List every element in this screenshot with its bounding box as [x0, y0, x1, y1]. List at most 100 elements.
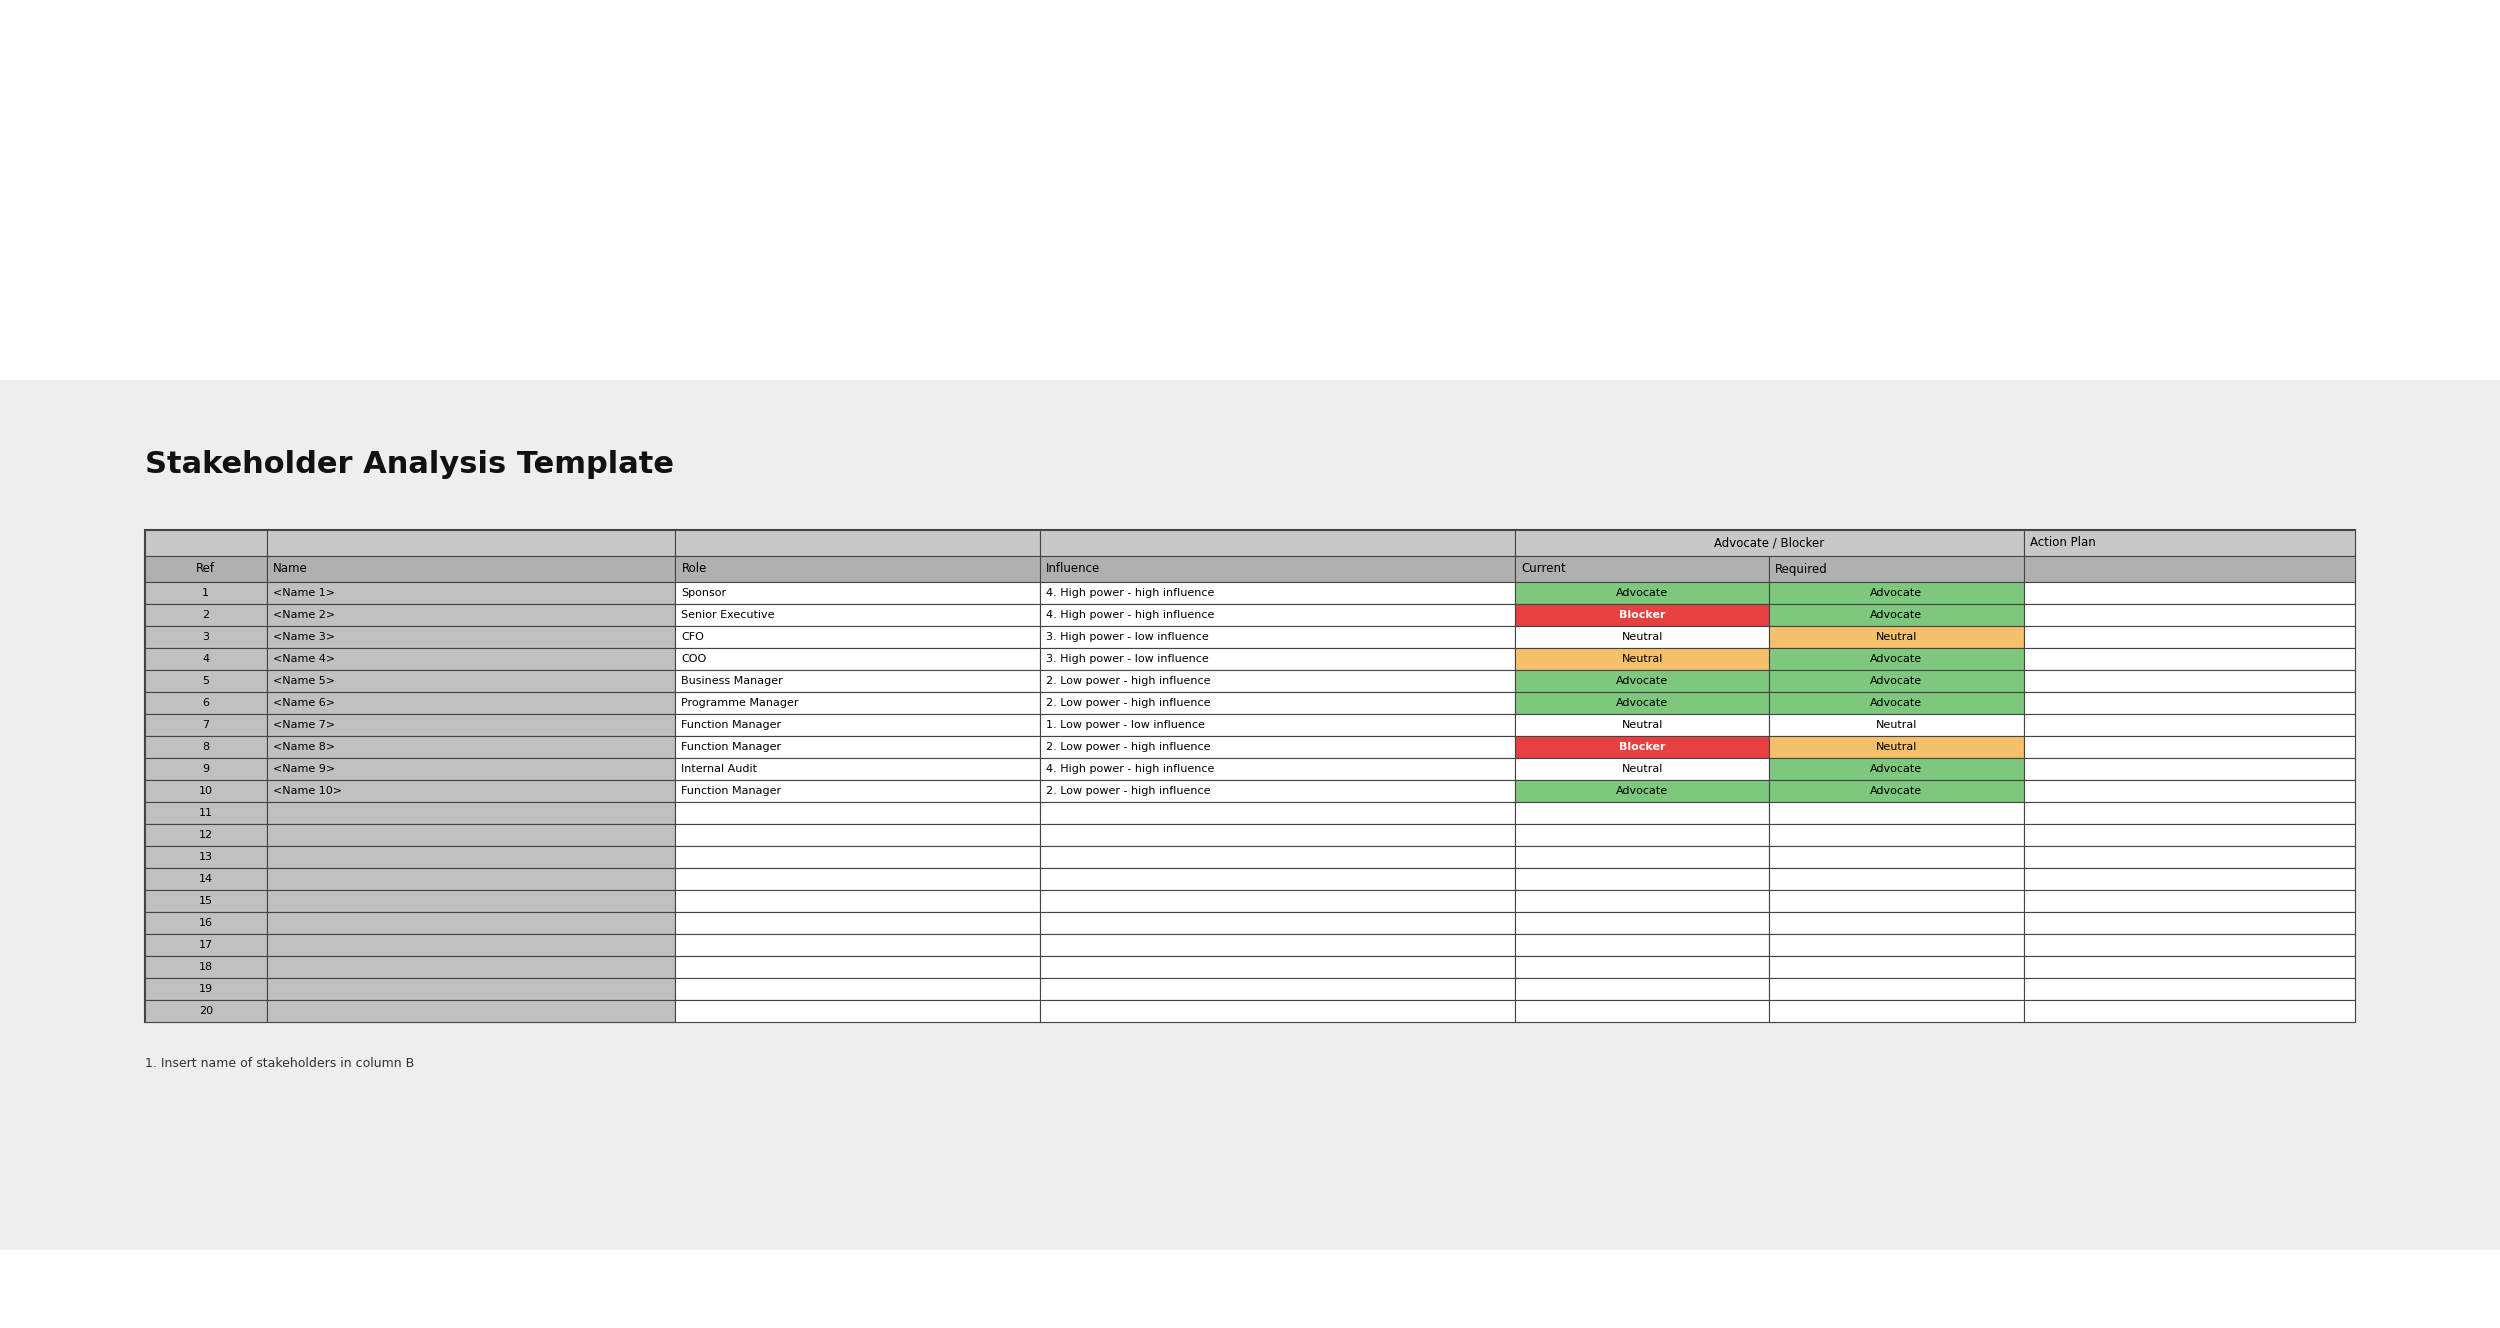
- Bar: [1040, 582, 1515, 604]
- Bar: [268, 625, 675, 648]
- Bar: [268, 1000, 675, 1023]
- Bar: [2023, 956, 2355, 977]
- Text: 4. High power - high influence: 4. High power - high influence: [1045, 764, 1215, 774]
- Bar: [268, 802, 675, 823]
- Text: Ref: Ref: [198, 563, 215, 575]
- Bar: [145, 780, 268, 802]
- Bar: [2023, 1000, 2355, 1023]
- Bar: [675, 869, 1040, 890]
- Bar: [675, 780, 1040, 802]
- Text: 6: 6: [202, 699, 210, 708]
- Bar: [1515, 692, 1770, 714]
- Text: 11: 11: [200, 807, 212, 818]
- Bar: [2023, 736, 2355, 758]
- Text: <Name 1>: <Name 1>: [272, 588, 335, 598]
- Bar: [675, 823, 1040, 846]
- Bar: [1040, 890, 1515, 912]
- Bar: [145, 556, 268, 582]
- Text: Advocate / Blocker: Advocate / Blocker: [1715, 537, 1825, 550]
- Text: Current: Current: [1520, 563, 1565, 575]
- Bar: [1770, 556, 2023, 582]
- Bar: [268, 671, 675, 692]
- Text: Advocate: Advocate: [1615, 588, 1668, 598]
- Text: COO: COO: [682, 653, 707, 664]
- Bar: [1770, 912, 2023, 934]
- Text: Advocate: Advocate: [1870, 610, 1922, 620]
- Text: Function Manager: Function Manager: [682, 720, 782, 730]
- Text: 2: 2: [202, 610, 210, 620]
- Bar: [2023, 556, 2355, 582]
- Bar: [675, 736, 1040, 758]
- Bar: [268, 530, 675, 556]
- Bar: [1770, 846, 2023, 869]
- Text: <Name 6>: <Name 6>: [272, 699, 335, 708]
- Bar: [1770, 802, 2023, 823]
- Bar: [268, 846, 675, 869]
- Bar: [1040, 934, 1515, 956]
- Bar: [145, 869, 268, 890]
- Bar: [145, 582, 268, 604]
- Bar: [268, 780, 675, 802]
- Bar: [675, 714, 1040, 736]
- Bar: [145, 802, 268, 823]
- Text: Stakeholder Analysis Template: Stakeholder Analysis Template: [145, 450, 675, 479]
- Bar: [1770, 671, 2023, 692]
- Text: Action Plan: Action Plan: [2030, 537, 2095, 550]
- Text: 2. Low power - high influence: 2. Low power - high influence: [1045, 699, 1210, 708]
- Bar: [2023, 604, 2355, 625]
- Text: Advocate: Advocate: [1615, 676, 1668, 687]
- Bar: [1770, 890, 2023, 912]
- Text: Neutral: Neutral: [1622, 632, 1662, 641]
- Bar: [1770, 648, 2023, 671]
- Text: Blocker: Blocker: [1620, 742, 1665, 752]
- Text: 1. Insert name of stakeholders in column B: 1. Insert name of stakeholders in column…: [145, 1057, 415, 1070]
- Text: Senior Executive: Senior Executive: [682, 610, 775, 620]
- Text: 1. Low power - low influence: 1. Low power - low influence: [1045, 720, 1205, 730]
- Text: 7: 7: [202, 720, 210, 730]
- Text: Advocate: Advocate: [1870, 764, 1922, 774]
- Bar: [2023, 648, 2355, 671]
- Bar: [145, 736, 268, 758]
- Bar: [675, 802, 1040, 823]
- Text: Neutral: Neutral: [1622, 764, 1662, 774]
- Text: 2. Low power - high influence: 2. Low power - high influence: [1045, 786, 1210, 795]
- Text: Function Manager: Function Manager: [682, 786, 782, 795]
- Bar: [2023, 714, 2355, 736]
- Text: Internal Audit: Internal Audit: [682, 764, 757, 774]
- Text: Blocker: Blocker: [1620, 610, 1665, 620]
- Text: 2. Low power - high influence: 2. Low power - high influence: [1045, 676, 1210, 687]
- Bar: [1515, 869, 1770, 890]
- Bar: [1040, 1000, 1515, 1023]
- Bar: [1515, 934, 1770, 956]
- Bar: [2023, 977, 2355, 1000]
- Bar: [1515, 582, 1770, 604]
- Bar: [675, 934, 1040, 956]
- Text: Advocate: Advocate: [1615, 699, 1668, 708]
- Bar: [145, 692, 268, 714]
- Bar: [268, 736, 675, 758]
- Text: Advocate: Advocate: [1870, 786, 1922, 795]
- Bar: [1040, 530, 1515, 556]
- Bar: [1770, 582, 2023, 604]
- Bar: [1515, 736, 1770, 758]
- Text: 3. High power - low influence: 3. High power - low influence: [1045, 632, 1210, 641]
- Bar: [1515, 912, 1770, 934]
- Bar: [145, 934, 268, 956]
- Text: Neutral: Neutral: [1875, 720, 1918, 730]
- Bar: [1515, 648, 1770, 671]
- Bar: [145, 977, 268, 1000]
- Bar: [1040, 604, 1515, 625]
- Bar: [1515, 823, 1770, 846]
- Text: 17: 17: [198, 940, 212, 950]
- Bar: [675, 912, 1040, 934]
- Bar: [1040, 780, 1515, 802]
- Bar: [268, 648, 675, 671]
- Bar: [145, 604, 268, 625]
- Bar: [268, 934, 675, 956]
- Text: 5: 5: [202, 676, 210, 687]
- Bar: [2023, 692, 2355, 714]
- Bar: [1770, 736, 2023, 758]
- Text: 8: 8: [202, 742, 210, 752]
- Text: Sponsor: Sponsor: [682, 588, 727, 598]
- Bar: [2023, 869, 2355, 890]
